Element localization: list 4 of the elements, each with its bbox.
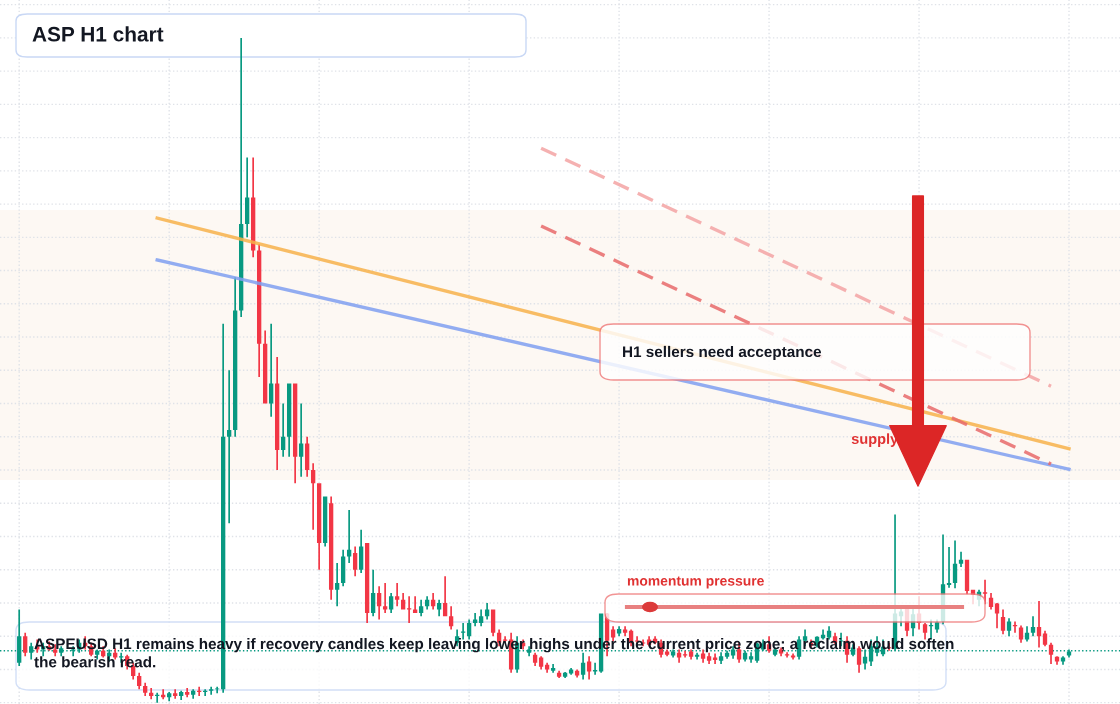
annotation: momentum pressure xyxy=(627,576,764,589)
band-label: supply xyxy=(851,433,899,447)
chart-title: ASP H1 chart xyxy=(32,26,164,42)
annotation: H1 sellers need acceptance xyxy=(623,345,822,361)
